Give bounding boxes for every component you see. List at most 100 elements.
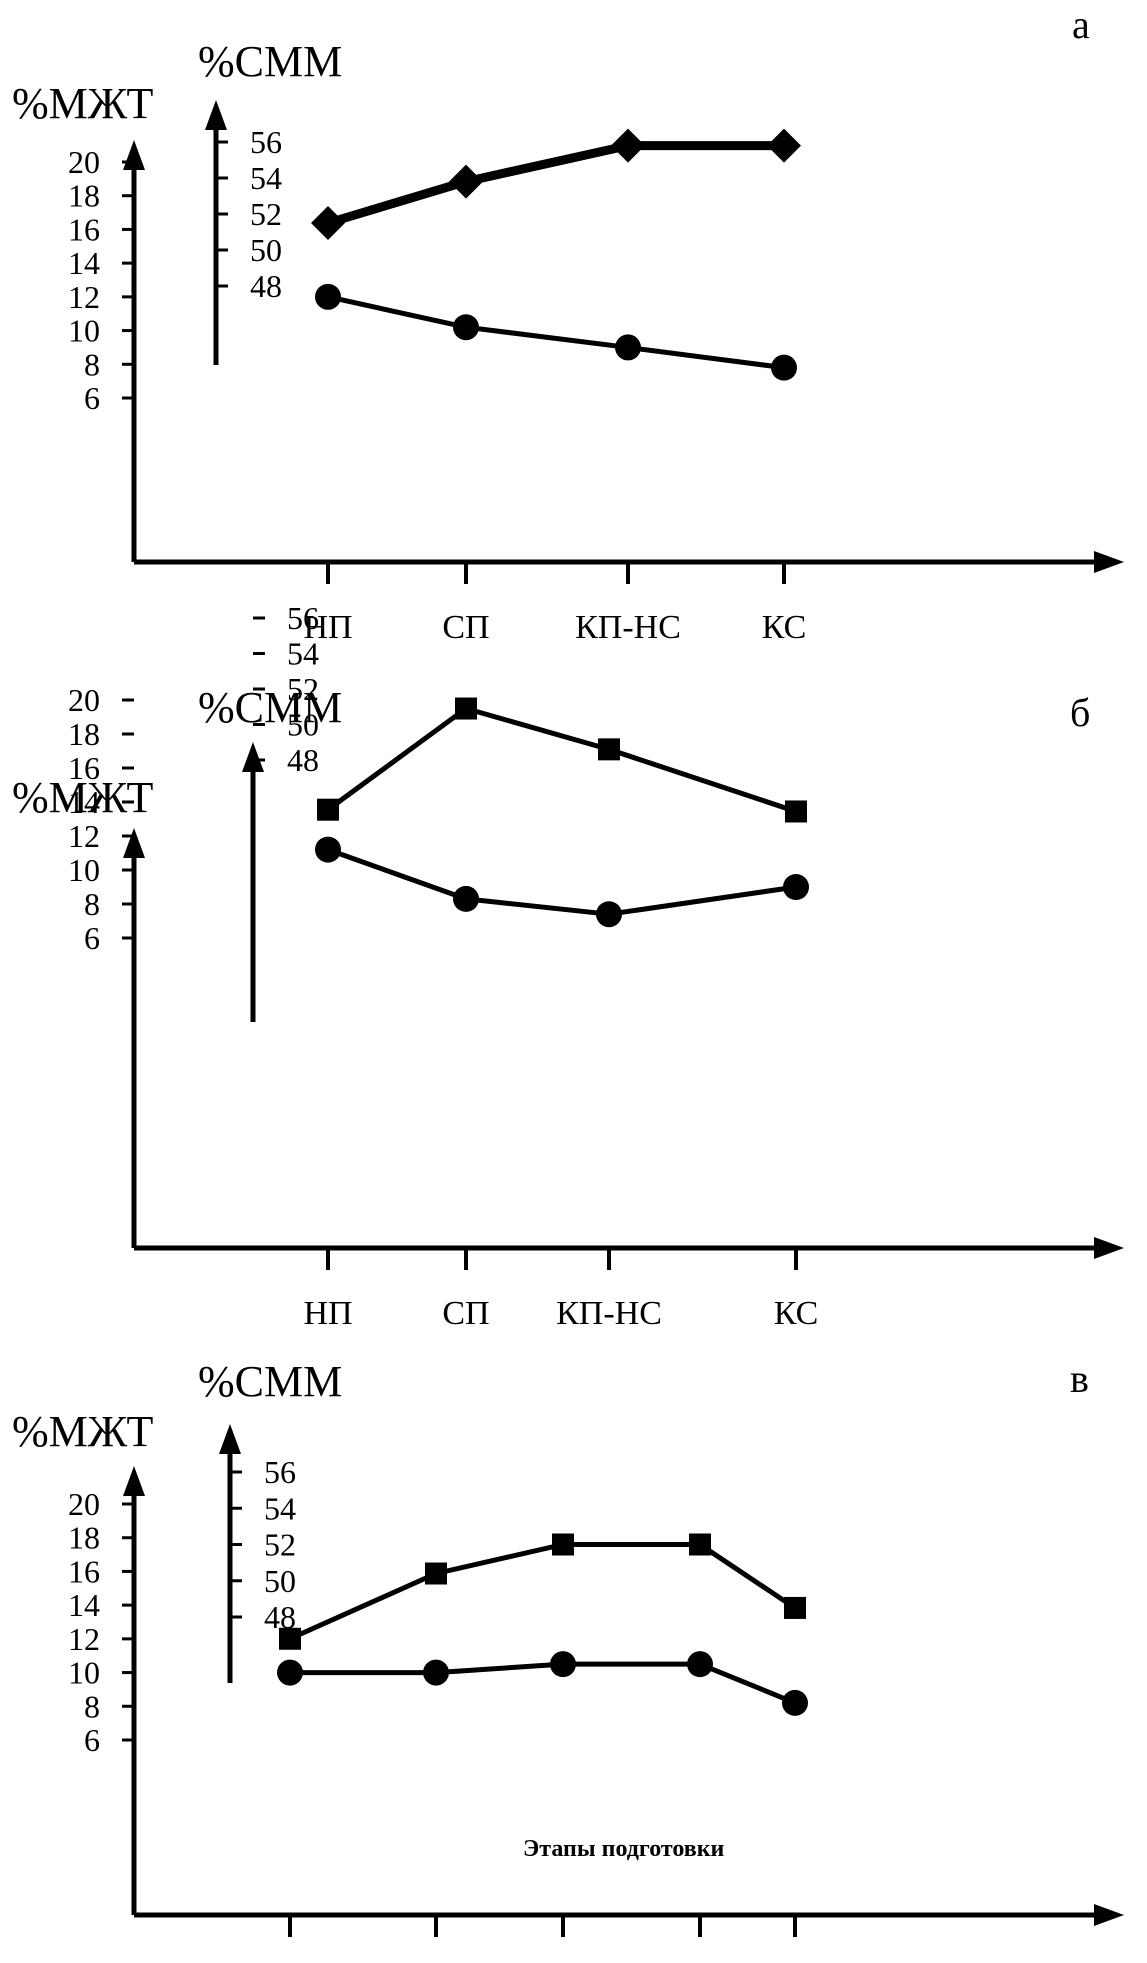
- data-point-marker: [449, 164, 483, 199]
- right-tick-label: 54: [287, 636, 319, 672]
- left-tick-label: 16: [68, 211, 100, 247]
- x-category-label: КС: [774, 1295, 819, 1332]
- left-tick-label: 18: [68, 1520, 100, 1556]
- left-tick-label: 14: [68, 784, 100, 820]
- right-tick-label: 50: [264, 1563, 296, 1599]
- data-point-marker: [596, 901, 622, 928]
- annotation-text: Этапы подготовки: [523, 1836, 725, 1862]
- data-point-marker: [550, 1651, 576, 1678]
- data-point-marker: [453, 314, 479, 341]
- series-line-smm: [288, 1542, 797, 1642]
- right-tick-label: 56: [264, 1454, 296, 1490]
- x-category-label: КС: [762, 609, 807, 646]
- x-axis-arrow: [1094, 551, 1124, 573]
- data-point-marker: [425, 1562, 447, 1585]
- data-point-marker: [315, 283, 341, 310]
- x-category-label: КП-НС: [556, 1295, 662, 1332]
- left-tick-label: 14: [68, 1587, 100, 1623]
- panel-letter: а: [1072, 2, 1090, 47]
- left-tick-label: 8: [84, 1688, 100, 1724]
- left-tick-label: 18: [68, 716, 100, 752]
- x-category-label: НП: [303, 609, 352, 646]
- right-axis-title: %СММ: [198, 1357, 342, 1406]
- data-point-marker: [279, 1627, 301, 1650]
- left-tick-label: 20: [68, 682, 100, 718]
- data-point-marker: [784, 1596, 806, 1619]
- left-axis-title: %МЖТ: [12, 1407, 153, 1456]
- data-point-marker: [611, 128, 645, 163]
- left-tick-label: 10: [68, 852, 100, 888]
- data-point-marker: [552, 1533, 574, 1556]
- left-axis-arrow: [123, 828, 145, 858]
- data-point-marker: [311, 206, 345, 240]
- series-line-mzht: [290, 1661, 796, 1706]
- right-tick-label: 56: [287, 600, 319, 636]
- right-tick-label: 48: [287, 742, 319, 778]
- x-category-label: СП: [442, 609, 489, 646]
- series-line-smm: [326, 706, 797, 814]
- data-point-marker: [317, 798, 339, 821]
- right-tick-label: 56: [250, 124, 282, 160]
- x-category-label: НП: [303, 1295, 352, 1332]
- data-point-marker: [767, 128, 801, 163]
- series-line-smm: [326, 141, 784, 228]
- x-axis-arrow: [1094, 1237, 1124, 1259]
- left-tick-label: 8: [84, 346, 100, 382]
- left-tick-label: 6: [84, 380, 100, 416]
- data-point-marker: [785, 800, 807, 823]
- left-tick-label: 12: [68, 1621, 100, 1657]
- right-axis-title: %СММ: [198, 37, 342, 86]
- chart-panel-v: в %МЖТ %СММ Этапы подготовки 20181614121…: [12, 1356, 1124, 1963]
- left-axis-title: %МЖТ: [12, 79, 153, 128]
- right-axis-title: %СММ: [198, 683, 342, 732]
- left-tick-label: 20: [68, 144, 100, 180]
- data-point-marker: [771, 354, 797, 381]
- x-category-label: КП-НС: [575, 609, 681, 646]
- right-axis-arrow: [242, 742, 264, 772]
- panel-letter: в: [1070, 1356, 1089, 1401]
- right-tick-label: 54: [250, 160, 282, 196]
- data-point-marker: [598, 738, 620, 761]
- left-tick-label: 12: [68, 818, 100, 854]
- right-tick-label: 50: [287, 707, 319, 743]
- right-tick-label: 52: [264, 1527, 296, 1563]
- data-point-marker: [615, 334, 641, 361]
- right-tick-label: 50: [250, 232, 282, 268]
- data-point-marker: [315, 836, 341, 863]
- right-tick-label: 54: [264, 1490, 296, 1526]
- data-point-marker: [453, 885, 479, 912]
- left-tick-label: 8: [84, 886, 100, 922]
- data-point-marker: [782, 1689, 808, 1716]
- left-tick-label: 6: [84, 1722, 100, 1758]
- data-point-marker: [423, 1659, 449, 1686]
- data-point-marker: [689, 1533, 711, 1556]
- right-axis-arrow: [219, 1424, 241, 1454]
- right-tick-label: 52: [250, 196, 282, 232]
- left-axis-arrow: [123, 140, 145, 170]
- left-tick-label: 20: [68, 1486, 100, 1522]
- data-point-marker: [783, 874, 809, 900]
- left-tick-label: 10: [68, 313, 100, 349]
- panel-letter: б: [1070, 690, 1090, 735]
- left-tick-label: 16: [68, 750, 100, 786]
- data-point-marker: [277, 1659, 303, 1686]
- left-tick-label: 18: [68, 178, 100, 214]
- data-point-marker: [455, 697, 477, 720]
- right-tick-label: 52: [287, 671, 319, 707]
- right-tick-label: 48: [250, 268, 282, 304]
- left-tick-label: 14: [68, 245, 100, 281]
- right-axis-arrow: [205, 100, 227, 130]
- x-category-label: СП: [442, 1295, 489, 1332]
- data-point-marker: [687, 1651, 713, 1678]
- series-line-mzht: [327, 294, 785, 371]
- x-axis-arrow: [1094, 1904, 1124, 1926]
- left-axis-arrow: [123, 1466, 145, 1496]
- left-tick-label: 12: [68, 279, 100, 315]
- left-tick-label: 16: [68, 1553, 100, 1589]
- left-tick-label: 6: [84, 920, 100, 956]
- left-axis-title: %МЖТ: [12, 773, 153, 822]
- series-line-mzht: [327, 847, 797, 917]
